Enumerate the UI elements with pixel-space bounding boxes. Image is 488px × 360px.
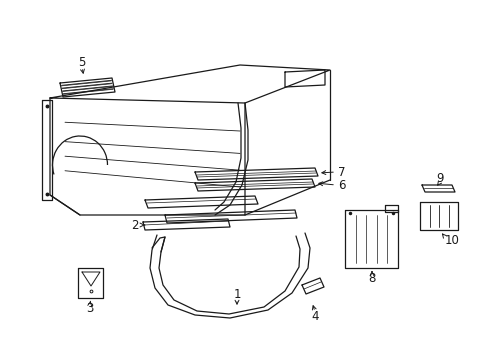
Text: 3: 3 — [86, 302, 94, 315]
Text: 4: 4 — [311, 310, 318, 323]
Text: 9: 9 — [435, 171, 443, 185]
Text: 6: 6 — [338, 179, 345, 192]
Text: 2: 2 — [131, 219, 139, 231]
Text: 7: 7 — [338, 166, 345, 179]
Text: 5: 5 — [78, 55, 85, 68]
Text: 10: 10 — [444, 234, 459, 247]
Text: 1: 1 — [233, 288, 240, 302]
Text: 8: 8 — [367, 271, 375, 284]
